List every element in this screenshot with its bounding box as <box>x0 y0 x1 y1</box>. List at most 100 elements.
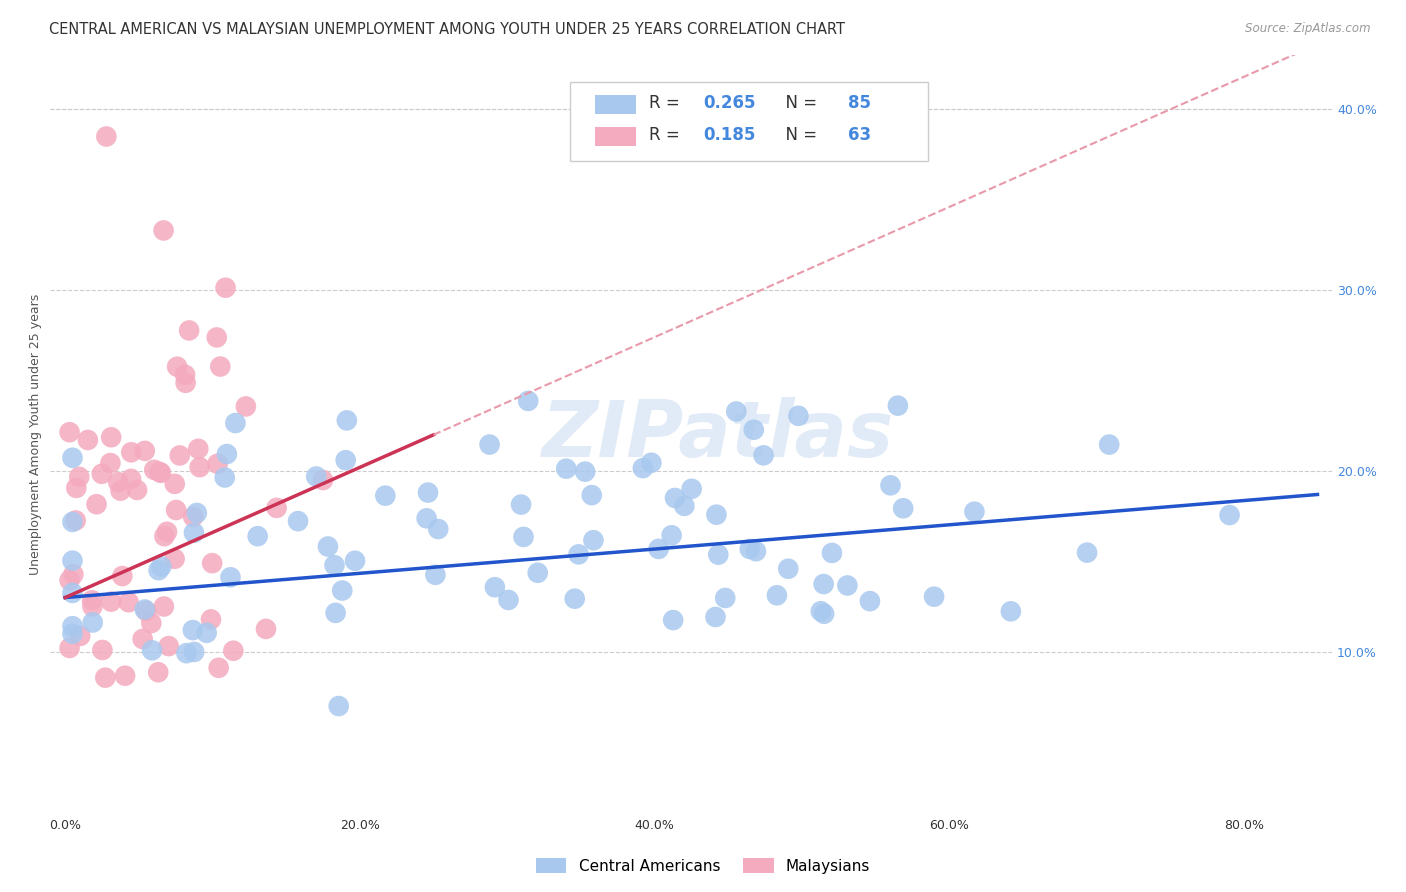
Text: CENTRAL AMERICAN VS MALAYSIAN UNEMPLOYMENT AMONG YOUTH UNDER 25 YEARS CORRELATIO: CENTRAL AMERICAN VS MALAYSIAN UNEMPLOYME… <box>49 22 845 37</box>
Point <box>810 604 832 618</box>
FancyBboxPatch shape <box>569 82 928 161</box>
Point <box>58 640 80 655</box>
Point <box>305 469 328 483</box>
Point <box>107 475 129 490</box>
Text: R =: R = <box>650 94 685 112</box>
Point <box>208 661 231 675</box>
Point <box>330 583 353 598</box>
Point <box>153 599 176 614</box>
Point <box>62 586 84 600</box>
Point <box>148 665 170 680</box>
Point <box>148 465 170 479</box>
Point <box>100 594 122 608</box>
Point <box>859 594 882 608</box>
Point <box>752 448 775 462</box>
Point <box>484 580 506 594</box>
Point <box>62 567 84 582</box>
Point <box>246 529 269 543</box>
Point <box>80 593 103 607</box>
Point <box>778 562 800 576</box>
Point <box>148 563 170 577</box>
Point <box>837 578 859 592</box>
Point <box>631 461 654 475</box>
Point <box>287 514 309 528</box>
FancyBboxPatch shape <box>595 128 636 145</box>
Point <box>143 463 166 477</box>
Point <box>163 551 186 566</box>
Point <box>179 323 201 337</box>
Point <box>766 588 789 602</box>
Point <box>879 478 901 492</box>
Point <box>512 530 534 544</box>
Point <box>188 460 211 475</box>
Text: 63: 63 <box>848 126 870 144</box>
Point <box>82 615 104 630</box>
Point <box>114 669 136 683</box>
Point <box>922 590 945 604</box>
Point <box>201 556 224 570</box>
Y-axis label: Unemployment Among Youth under 25 years: Unemployment Among Youth under 25 years <box>30 294 42 575</box>
Point <box>131 632 153 646</box>
Point <box>110 483 132 498</box>
Point <box>427 522 450 536</box>
Point <box>661 528 683 542</box>
Text: Source: ZipAtlas.com: Source: ZipAtlas.com <box>1246 22 1371 36</box>
Point <box>1000 604 1022 618</box>
Point <box>205 330 228 344</box>
Text: R =: R = <box>650 126 685 144</box>
Point <box>134 443 156 458</box>
Point <box>156 524 179 539</box>
Point <box>166 359 188 374</box>
Text: N =: N = <box>775 126 823 144</box>
Point <box>96 129 118 144</box>
Point <box>183 525 205 540</box>
Point <box>67 470 90 484</box>
Point <box>62 619 84 633</box>
Point <box>219 570 242 584</box>
Point <box>163 476 186 491</box>
Point <box>176 646 198 660</box>
Point <box>222 644 245 658</box>
Point <box>707 548 730 562</box>
Point <box>574 465 596 479</box>
Point <box>157 639 180 653</box>
Point <box>90 467 112 481</box>
Point <box>706 508 728 522</box>
Point <box>94 671 117 685</box>
Point <box>91 643 114 657</box>
Point <box>62 554 84 568</box>
Point <box>1076 546 1098 560</box>
Point <box>69 629 91 643</box>
Point <box>186 506 208 520</box>
Point <box>581 488 603 502</box>
Point <box>174 368 197 382</box>
Point <box>415 511 437 525</box>
Point <box>673 499 696 513</box>
Point <box>681 482 703 496</box>
Text: ZIPatlas: ZIPatlas <box>541 397 893 473</box>
Point <box>725 404 748 418</box>
Point <box>374 489 396 503</box>
Point <box>181 623 204 637</box>
Point <box>165 503 187 517</box>
Point <box>526 566 548 580</box>
Point <box>787 409 810 423</box>
Point <box>200 612 222 626</box>
Point <box>181 509 204 524</box>
Point <box>891 501 914 516</box>
Point <box>183 645 205 659</box>
Point <box>134 602 156 616</box>
Point <box>821 546 844 560</box>
Point <box>416 485 439 500</box>
Point <box>149 466 172 480</box>
Point <box>664 491 686 505</box>
Point <box>214 470 236 484</box>
Point <box>564 591 586 606</box>
Point <box>704 610 727 624</box>
Point <box>215 447 238 461</box>
Point <box>65 481 87 495</box>
Point <box>187 442 209 456</box>
Point <box>745 544 768 558</box>
Point <box>141 643 163 657</box>
Point <box>344 554 367 568</box>
